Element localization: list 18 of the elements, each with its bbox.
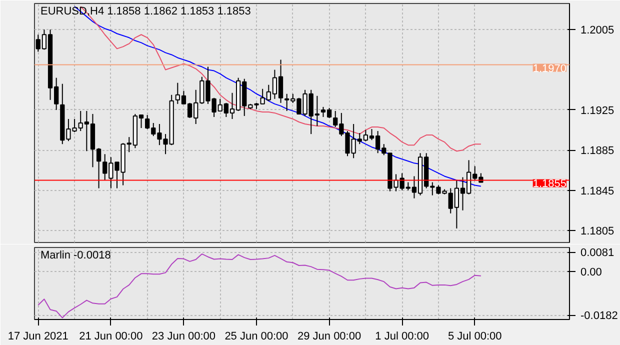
x-tick-label: 1 Jul 00:00: [375, 330, 430, 342]
x-tick-label: 17 Jun 2021: [8, 330, 68, 342]
x-tick-label: 25 Jun 00:00: [224, 330, 288, 342]
y-tick-label: -0.0182: [580, 310, 618, 322]
y-tick-label: 0.0081: [580, 247, 614, 260]
y-tick-label: 1.1925: [580, 104, 614, 117]
x-tick-label: 5 Jul 00:00: [448, 330, 502, 342]
chart-title: Marlin -0.0018: [40, 250, 111, 262]
x-tick-label: 23 Jun 00:00: [152, 330, 216, 342]
x-tick-label: 21 Jun 00:00: [79, 330, 143, 342]
y-tick-label: 0.00: [580, 266, 602, 278]
ref-line-label: 1.1855: [532, 178, 567, 190]
x-tick-label: 29 Jun 00:00: [297, 330, 362, 342]
y-tick-label: 1.1805: [580, 225, 614, 238]
y-tick-label: 1.1885: [580, 145, 614, 158]
y-tick-label: 1.2005: [580, 24, 614, 37]
ref-line-label: 1.1970: [532, 62, 567, 75]
y-tick-label: 1.1845: [580, 185, 614, 198]
